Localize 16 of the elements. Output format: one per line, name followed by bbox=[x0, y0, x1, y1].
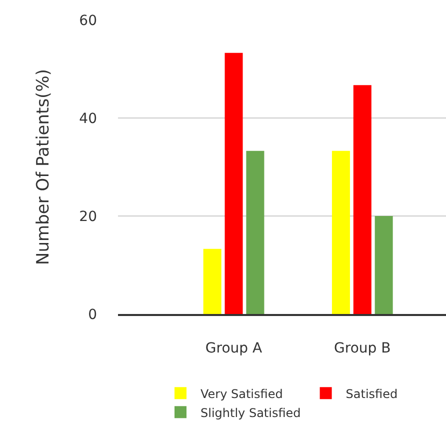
bar bbox=[353, 85, 372, 314]
y-tick-label: 40 bbox=[79, 110, 97, 127]
y-tick-label: 60 bbox=[79, 12, 97, 29]
y-tick-label: 0 bbox=[88, 306, 97, 323]
x-tick-label: Group A bbox=[205, 340, 263, 357]
legend-label: Slightly Satisfied bbox=[200, 406, 301, 420]
bar bbox=[332, 150, 350, 314]
bar bbox=[246, 150, 264, 314]
y-axis-title: Number Of Patients(%) bbox=[34, 69, 54, 265]
legend-label: Satisfied bbox=[346, 386, 398, 401]
bar bbox=[203, 248, 222, 314]
legend-label: Very Satisfied bbox=[200, 386, 283, 401]
x-tick-label: Group B bbox=[334, 340, 391, 357]
bar bbox=[374, 216, 393, 314]
y-tick-label: 20 bbox=[79, 208, 97, 225]
bar bbox=[224, 52, 243, 314]
